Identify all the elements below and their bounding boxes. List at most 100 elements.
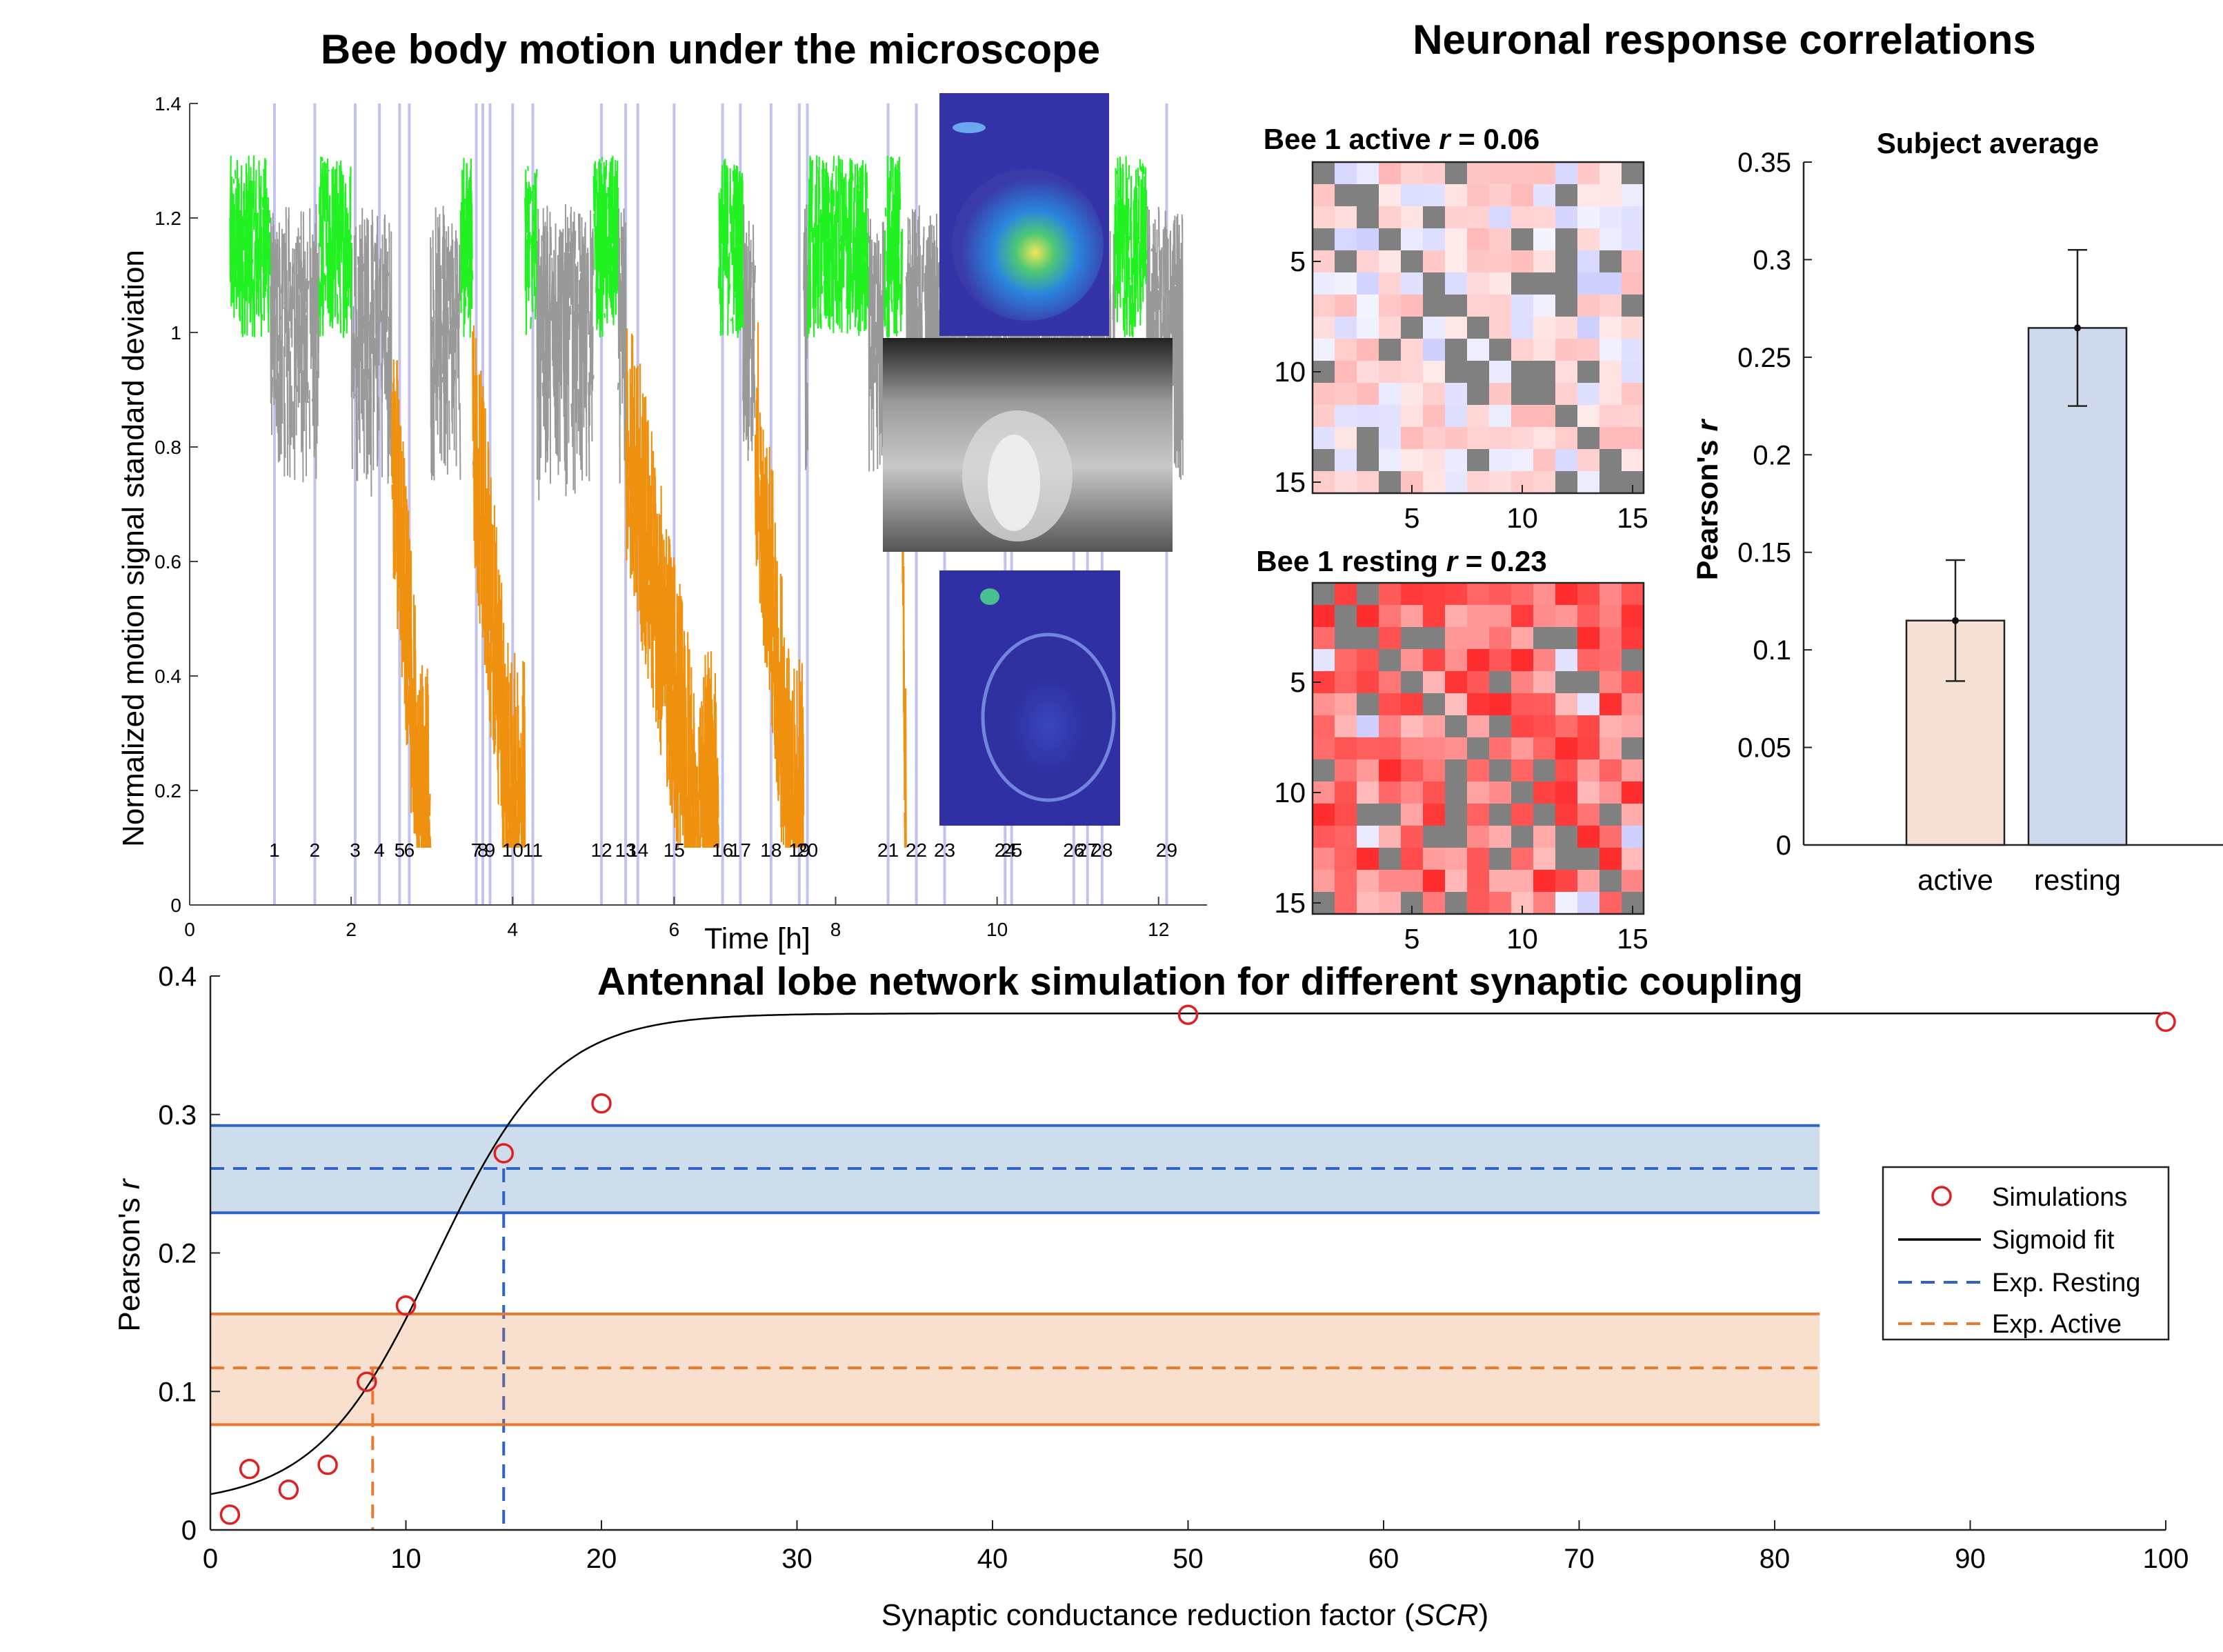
matrix-cell <box>1401 449 1424 472</box>
event-label: 4 <box>374 839 385 861</box>
matrix-cell <box>1379 272 1402 295</box>
matrix-cell <box>1335 671 1357 694</box>
sim-y-tick-label: 0.3 <box>158 1100 197 1131</box>
matrix-cell <box>1423 782 1446 804</box>
simulation-point <box>395 1295 417 1316</box>
matrix-cell <box>1577 737 1600 760</box>
matrix-cell <box>1511 339 1534 361</box>
matrix-cell <box>1379 715 1402 738</box>
matrix-cell <box>1555 671 1578 694</box>
matrix-cell <box>1313 715 1335 738</box>
matrix-cell <box>1445 649 1468 672</box>
matrix-cell <box>1511 627 1534 650</box>
matrix-cell <box>1467 449 1490 472</box>
matrix-cell <box>1511 782 1534 804</box>
sim-x-tick-label: 70 <box>1564 1544 1595 1574</box>
sim-x-tick-label: 80 <box>1760 1544 1791 1574</box>
matrix-cell <box>1423 361 1446 384</box>
subject-average-bars: active resting 0 0.05 0.1 0.15 0.2 0.25 0.3 0.35 <box>1737 148 2223 896</box>
matrix-cell <box>1622 228 1644 251</box>
matrix-cell <box>1489 826 1512 848</box>
resting-matrix-title-prefix: Bee 1 resting <box>1256 545 1438 577</box>
matrix-cell <box>1401 759 1424 782</box>
matrix-cell <box>1357 693 1379 716</box>
matrix-cell <box>1511 671 1534 694</box>
matrix-cell <box>1445 782 1468 804</box>
event-label: 23 <box>934 839 955 861</box>
matrix-cell <box>1555 715 1578 738</box>
matrix-cell <box>1423 339 1446 361</box>
matrix-cell <box>1401 295 1424 317</box>
matrix-cell <box>1445 228 1468 251</box>
matrix-cell <box>1533 892 1556 915</box>
matrix-cell <box>1533 339 1556 361</box>
matrix-cell <box>1357 361 1379 384</box>
simulation-x-label-prefix: Synaptic conductance reduction factor ( <box>881 1598 1415 1632</box>
matrix-cell <box>1445 870 1468 893</box>
simulation-legend: Simulations Sigmoid fit Exp. Resting Exp… <box>1882 1166 2170 1341</box>
matrix-cell <box>1423 583 1446 606</box>
matrix-cell <box>1622 583 1644 606</box>
matrix-cell <box>1445 427 1468 450</box>
event-label: 22 <box>906 839 927 861</box>
matrix-cell <box>1357 162 1379 185</box>
matrix-cell <box>1423 405 1446 428</box>
matrix-cell <box>1445 250 1468 273</box>
matrix-cell <box>1401 627 1424 650</box>
active-matrix-cells <box>1313 162 1644 494</box>
matrix-cell <box>1313 759 1335 782</box>
motion-heatmap-resting-blob <box>981 633 1116 802</box>
matrix-cell <box>1335 759 1357 782</box>
matrix-y-tick-label: 10 <box>1274 356 1306 388</box>
matrix-cell <box>1599 184 1622 207</box>
matrix-x-tick-label: 5 <box>1404 502 1420 534</box>
event-label: 9 <box>485 839 496 861</box>
matrix-cell <box>1577 449 1600 472</box>
simulation-x-label-symbol: SCR <box>1415 1598 1479 1632</box>
matrix-cell <box>1423 383 1446 406</box>
matrix-x-tick-label: 5 <box>1404 923 1420 955</box>
matrix-cell <box>1467 826 1490 848</box>
matrix-cell <box>1335 848 1357 870</box>
matrix-cell <box>1599 715 1622 738</box>
matrix-cell <box>1489 339 1512 361</box>
matrix-y-tick-label: 15 <box>1274 466 1306 498</box>
matrix-cell <box>1511 295 1534 317</box>
matrix-cell <box>1622 693 1644 716</box>
matrix-cell <box>1423 737 1446 760</box>
matrix-cell <box>1401 250 1424 273</box>
matrix-cell <box>1401 671 1424 694</box>
matrix-cell <box>1555 804 1578 826</box>
matrix-cell <box>1357 892 1379 915</box>
matrix-cell <box>1379 870 1402 893</box>
matrix-cell <box>1577 759 1600 782</box>
matrix-cell <box>1379 649 1402 672</box>
event-label: 7 <box>471 839 482 861</box>
matrix-cell <box>1467 471 1490 494</box>
matrix-cell <box>1511 228 1534 251</box>
matrix-cell <box>1379 449 1402 472</box>
matrix-cell <box>1489 449 1512 472</box>
matrix-cell <box>1489 250 1512 273</box>
matrix-cell <box>1313 848 1335 870</box>
matrix-cell <box>1577 649 1600 672</box>
matrix-cell <box>1577 361 1600 384</box>
matrix-cell <box>1357 317 1379 339</box>
matrix-cell <box>1423 605 1446 628</box>
matrix-cell <box>1599 427 1622 450</box>
event-label: 2 <box>310 839 321 861</box>
matrix-cell <box>1401 272 1424 295</box>
matrix-cell <box>1467 627 1490 650</box>
event-label: 26 <box>1063 839 1084 861</box>
matrix-cell <box>1423 759 1446 782</box>
simulation-y-label-symbol: r <box>112 1177 146 1189</box>
matrix-cell <box>1555 228 1578 251</box>
matrix-y-tick-label: 10 <box>1274 777 1306 808</box>
matrix-cell <box>1313 870 1335 893</box>
simulation-title: Antennal lobe network simulation for dif… <box>597 959 1803 1004</box>
matrix-cell <box>1423 804 1446 826</box>
matrix-cell <box>1357 405 1379 428</box>
matrix-cell <box>1577 892 1600 915</box>
matrix-cell <box>1555 759 1578 782</box>
matrix-cell <box>1577 383 1600 406</box>
